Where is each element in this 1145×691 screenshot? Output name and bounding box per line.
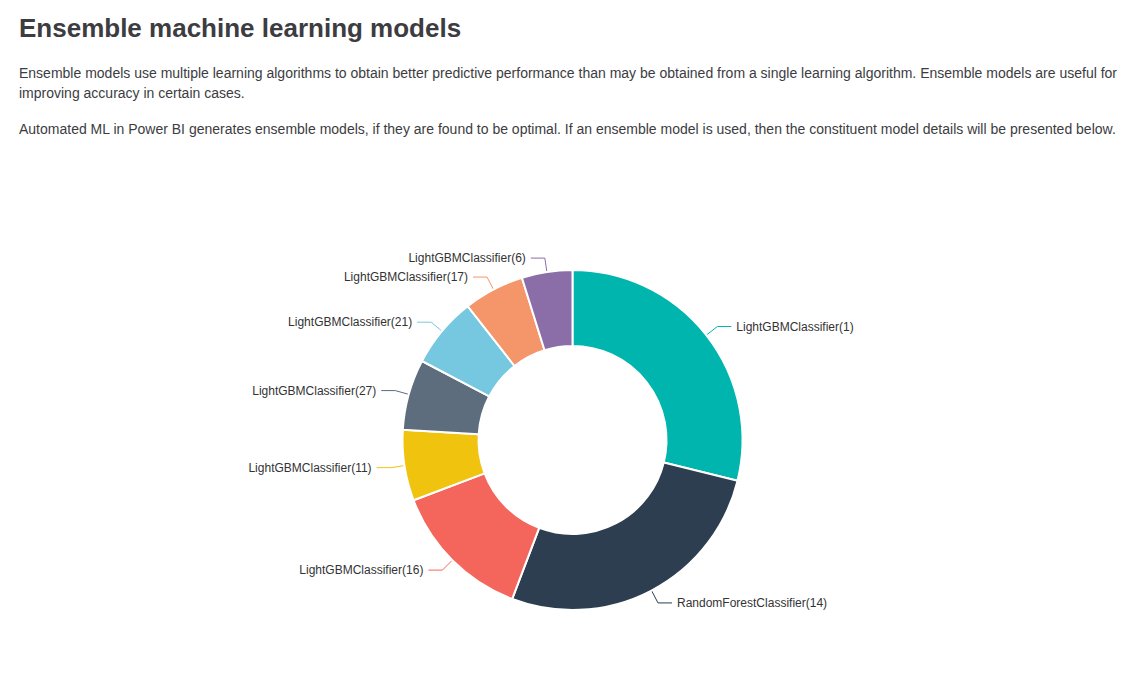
svg-text:RandomForestClassifier(14): RandomForestClassifier(14) <box>677 596 827 610</box>
svg-text:LightGBMClassifier(1): LightGBMClassifier(1) <box>736 320 853 334</box>
svg-text:LightGBMClassifier(6): LightGBMClassifier(6) <box>408 251 525 265</box>
svg-text:Ensemble machine learning mode: Ensemble machine learning models <box>19 13 461 43</box>
svg-text:LightGBMClassifier(21): LightGBMClassifier(21) <box>288 315 412 329</box>
svg-text:Ensemble models use multiple l: Ensemble models use multiple learning al… <box>19 65 1121 81</box>
svg-text:improving accuracy in certain: improving accuracy in certain cases. <box>19 85 245 101</box>
svg-text:Automated ML in Power BI gener: Automated ML in Power BI generates ensem… <box>19 121 1116 137</box>
svg-text:LightGBMClassifier(27): LightGBMClassifier(27) <box>252 384 376 398</box>
svg-text:LightGBMClassifier(11): LightGBMClassifier(11) <box>248 461 371 475</box>
svg-text:LightGBMClassifier(16): LightGBMClassifier(16) <box>299 563 423 577</box>
svg-text:LightGBMClassifier(17): LightGBMClassifier(17) <box>344 270 468 284</box>
